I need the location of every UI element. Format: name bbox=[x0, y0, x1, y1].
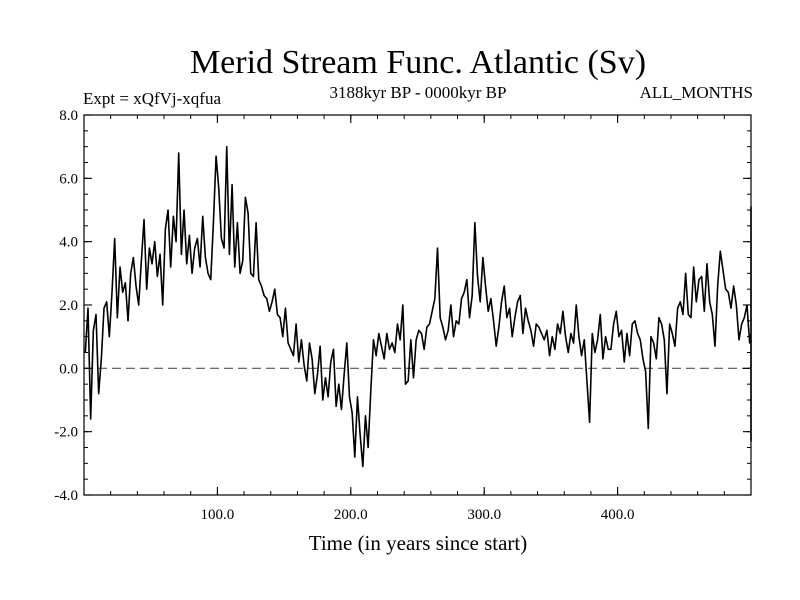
chart-title: Merid Stream Func. Atlantic (Sv) bbox=[190, 44, 646, 81]
y-tick-label: 0.0 bbox=[59, 361, 78, 377]
x-axis-label: Time (in years since start) bbox=[309, 531, 528, 555]
y-tick-label: -2.0 bbox=[54, 425, 78, 441]
y-tick-label: 8.0 bbox=[59, 108, 78, 124]
x-tick-label: 200.0 bbox=[334, 507, 368, 523]
y-tick-label: 4.0 bbox=[59, 235, 78, 251]
x-tick-label: 300.0 bbox=[467, 507, 501, 523]
experiment-label: Expt = xQfVj-xqfua bbox=[83, 89, 221, 108]
months-label: ALL_MONTHS bbox=[640, 83, 753, 102]
time-range-label: 3188kyr BP - 0000kyr BP bbox=[330, 83, 507, 102]
y-tick-label: 2.0 bbox=[59, 298, 78, 314]
axes-layer: -4.0 -2.0 0.0 2.0 4.0 6.0 8.0 100.0 200.0 300.0 40… bbox=[54, 108, 752, 523]
x-tick-label: 100.0 bbox=[201, 507, 235, 523]
x-tick-label: 400.0 bbox=[601, 507, 635, 523]
y-tick-label: -4.0 bbox=[54, 488, 78, 504]
y-tick-label: 6.0 bbox=[59, 171, 78, 187]
